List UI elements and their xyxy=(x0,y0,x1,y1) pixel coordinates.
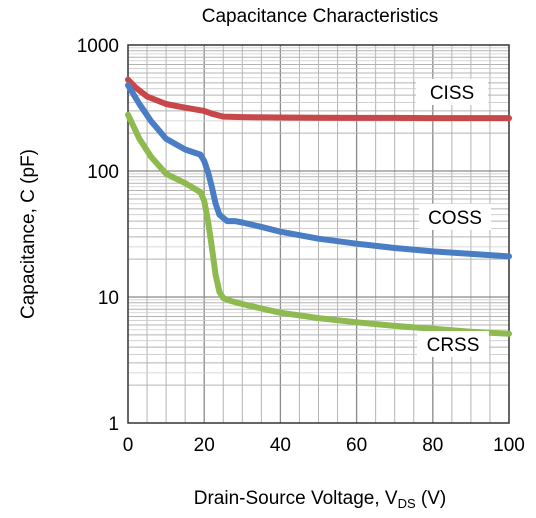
series-labels: CISS COSS CRSS xyxy=(416,79,491,357)
series-label-background xyxy=(416,79,488,105)
y-tick-labels: 1 10 100 1000 xyxy=(77,36,119,435)
series-line-ciss xyxy=(125,76,512,122)
chart-title: Capacitance Characteristics xyxy=(202,6,439,27)
x-tick-labels: 0 20 40 60 80 100 xyxy=(123,435,525,456)
x-axis-label-unit: (V) xyxy=(416,488,447,509)
series-label-background xyxy=(419,204,491,230)
series-line-crss xyxy=(125,111,512,337)
series-group xyxy=(125,76,512,337)
x-tick-label: 0 xyxy=(123,435,134,456)
y-tick-label: 1000 xyxy=(77,36,119,57)
series-line-coss xyxy=(125,82,512,260)
x-tick-label: 20 xyxy=(194,435,215,456)
x-axis-label-main: Drain-Source Voltage, V xyxy=(194,488,398,509)
plot-frame xyxy=(127,44,510,424)
y-tick-label: 10 xyxy=(98,288,119,309)
x-axis-label-subscript: DS xyxy=(398,496,416,511)
y-axis-label: Capacitance, C (pF) xyxy=(18,149,39,319)
x-tick-label: 100 xyxy=(493,435,525,456)
x-tick-label: 80 xyxy=(422,435,443,456)
y-tick-label: 100 xyxy=(87,162,119,183)
series-label-coss: COSS xyxy=(428,208,482,229)
y-tick-label: 1 xyxy=(108,414,119,435)
x-tick-label: 40 xyxy=(270,435,291,456)
x-tick-label: 60 xyxy=(346,435,367,456)
x-axis-label: Drain-Source Voltage, VDS (V) xyxy=(194,488,447,511)
series-label-background xyxy=(417,331,489,357)
series-label-ciss: CISS xyxy=(430,83,474,104)
series-label-crss: CRSS xyxy=(427,335,480,356)
